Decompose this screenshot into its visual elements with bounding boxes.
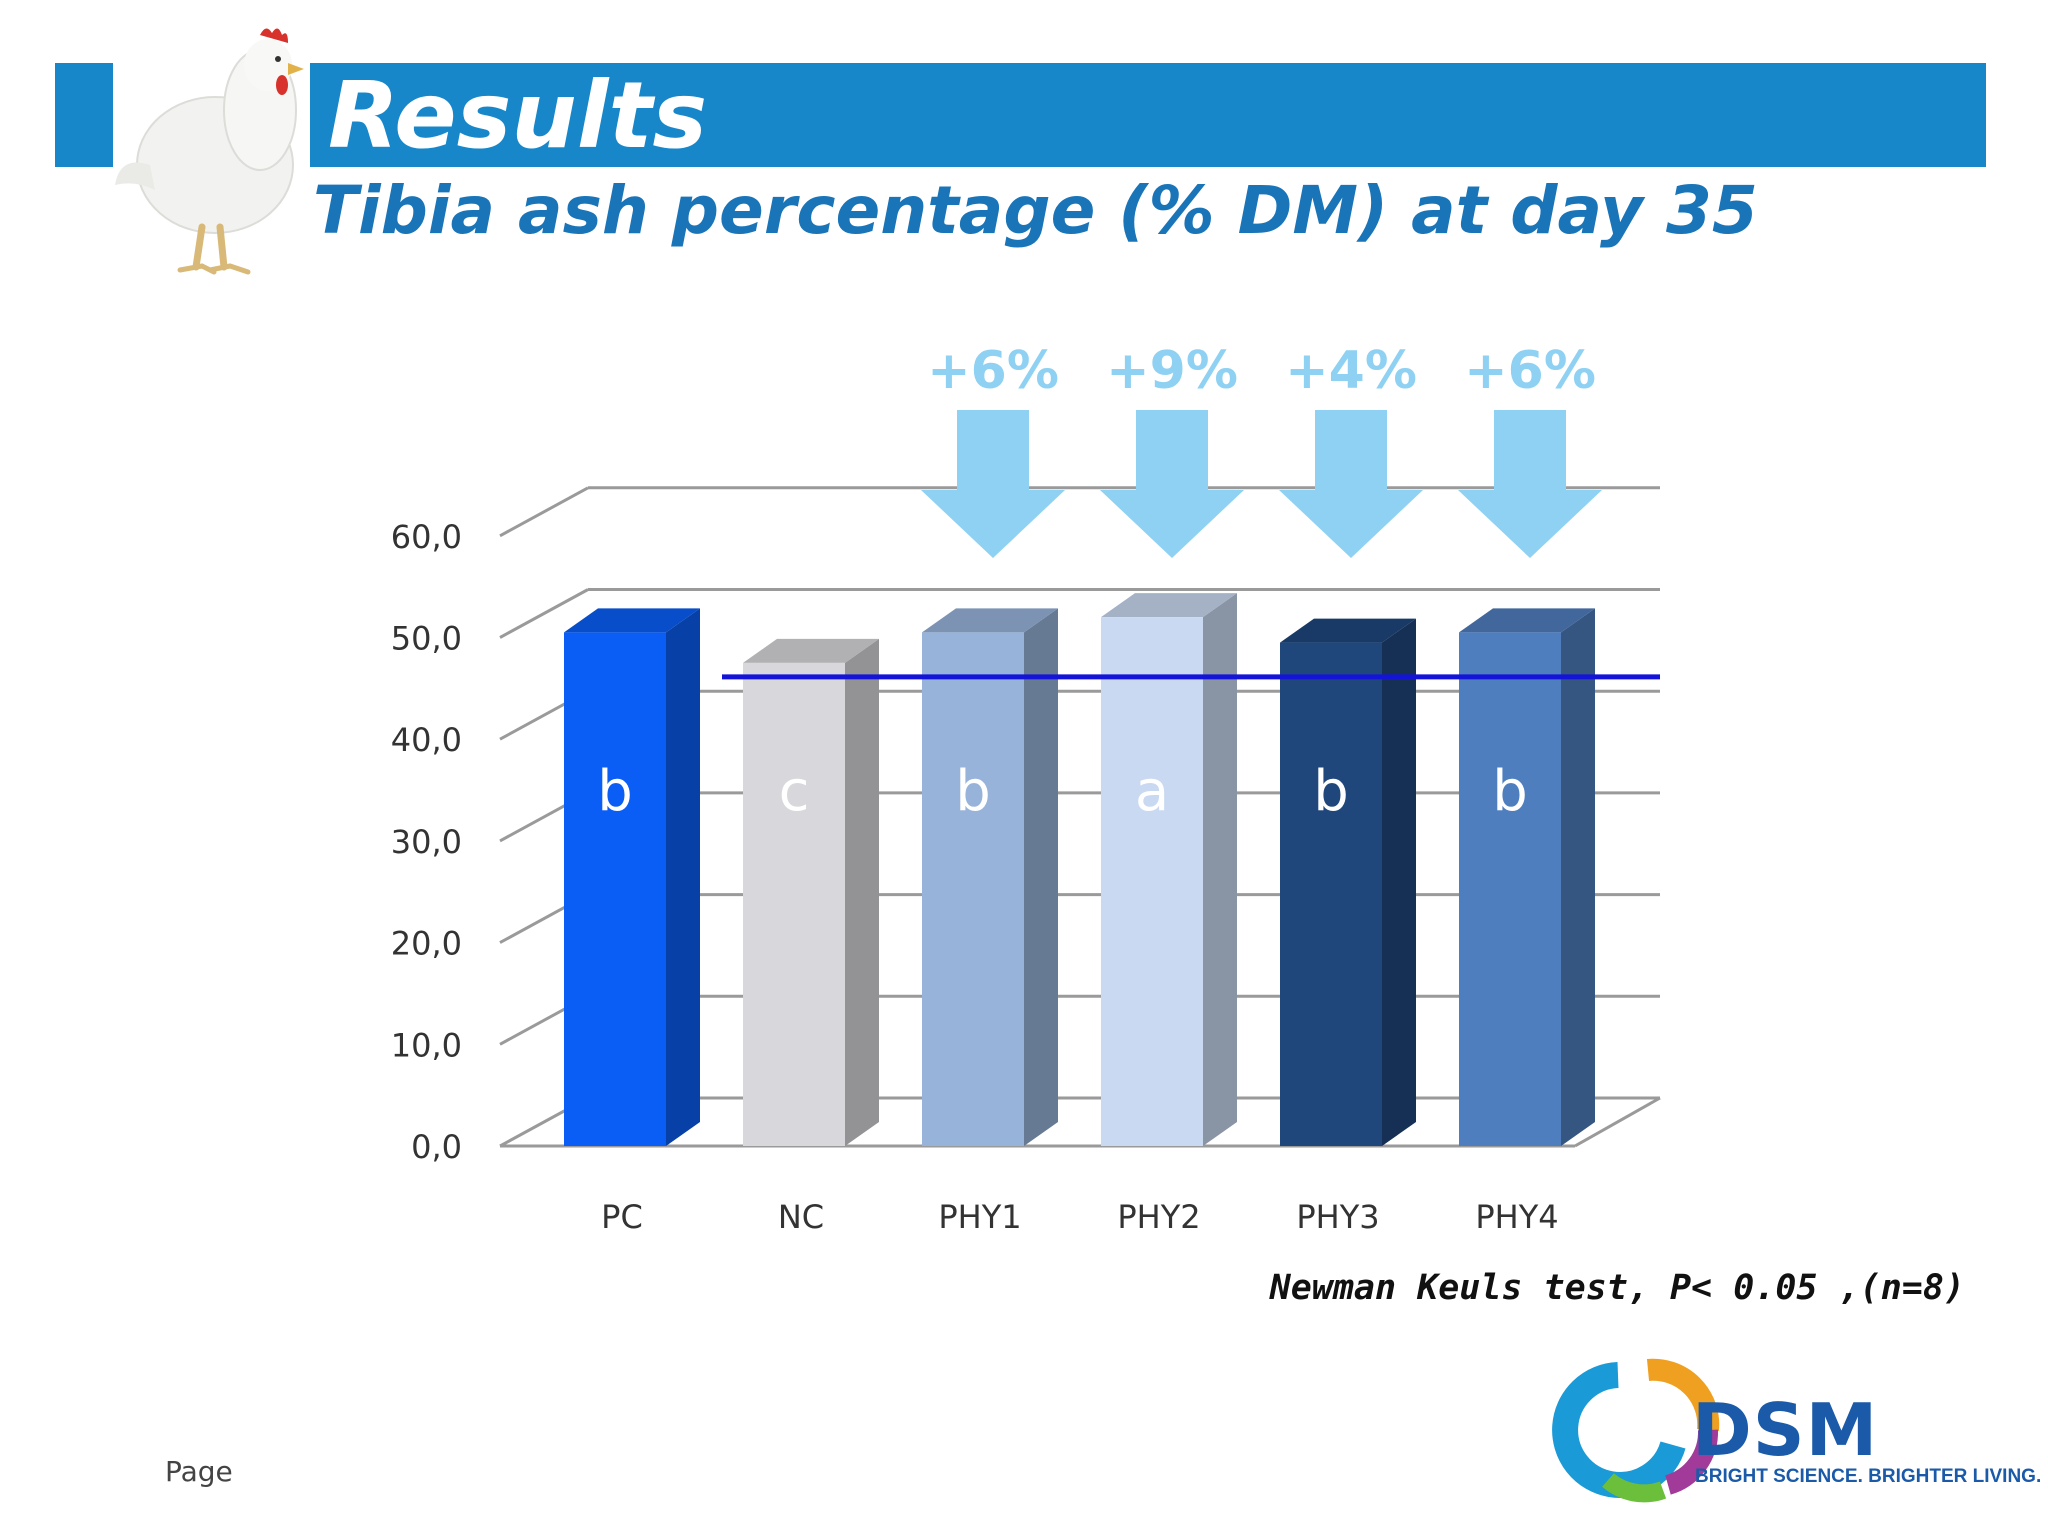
logo-name: DSM <box>1692 1388 1879 1472</box>
increase-label: +4% <box>1285 341 1417 401</box>
x-tick-labels: PC NC PHY1 PHY2 PHY3 PHY4 <box>601 1198 1558 1236</box>
bar-side <box>1561 608 1595 1146</box>
increase-label: +9% <box>1106 341 1238 401</box>
bar <box>922 632 1024 1146</box>
slide-title: Results <box>328 62 708 169</box>
header-bar <box>310 63 1986 167</box>
floor-side-edge <box>1574 1096 1661 1148</box>
header-left-block <box>55 63 113 167</box>
bar <box>564 632 666 1146</box>
x-tick-label: NC <box>778 1198 824 1236</box>
statistics-footnote: Newman Keuls test, P< 0.05 ,(n=8) <box>1269 1268 1965 1308</box>
bar-side <box>1024 608 1058 1146</box>
bar-side <box>666 608 700 1146</box>
bar-top <box>1280 618 1416 643</box>
bar <box>1280 642 1382 1146</box>
down-arrow <box>1458 410 1602 558</box>
page-label: Page <box>165 1455 233 1488</box>
y-tick-label: 40,0 <box>391 721 462 759</box>
x-tick-label: PHY2 <box>1117 1198 1200 1236</box>
y-tick-label: 30,0 <box>391 823 462 861</box>
x-tick-label: PHY3 <box>1296 1198 1379 1236</box>
down-arrow <box>921 410 1065 558</box>
dsm-logo-icon <box>1552 1358 1720 1503</box>
y-tick-label: 0,0 <box>411 1128 462 1166</box>
down-arrow <box>1279 410 1423 558</box>
bar-top <box>564 608 700 633</box>
increase-label: +6% <box>927 341 1059 401</box>
bar <box>1459 632 1561 1146</box>
y-tick-label: 10,0 <box>391 1026 462 1064</box>
slide-subtitle: Tibia ash percentage (% DM) at day 35 <box>313 172 1758 249</box>
bar-layer <box>564 593 1595 1146</box>
gridline-diagonal <box>499 486 589 538</box>
y-tick-labels: 0,0 10,0 20,0 30,0 40,0 50,0 60,0 <box>391 518 462 1166</box>
significance-letter: b <box>955 759 991 824</box>
significance-letter: a <box>1135 759 1169 824</box>
bar-top <box>743 638 879 663</box>
down-arrow <box>1100 410 1244 558</box>
bar <box>743 662 845 1146</box>
bar-top <box>1459 608 1595 633</box>
gridline-diagonal <box>499 588 589 639</box>
bar-side <box>1382 618 1416 1146</box>
y-tick-label: 20,0 <box>391 925 462 963</box>
bar-side <box>1203 593 1237 1146</box>
x-tick-label: PHY1 <box>938 1198 1021 1236</box>
x-tick-label: PC <box>601 1198 643 1236</box>
bar-top <box>1101 593 1237 618</box>
increase-arrows: +6% +9% +4% +6% <box>921 341 1602 558</box>
bar-top <box>922 608 1058 633</box>
significance-letter: c <box>779 759 810 824</box>
bar <box>1101 617 1203 1146</box>
significance-letter: b <box>1492 759 1528 824</box>
significance-letter: b <box>597 759 633 824</box>
y-tick-label: 60,0 <box>391 518 462 556</box>
x-tick-label: PHY4 <box>1475 1198 1558 1236</box>
increase-label: +6% <box>1464 341 1596 401</box>
significance-letter: b <box>1313 759 1349 824</box>
bar-side <box>845 638 879 1146</box>
y-tick-label: 50,0 <box>391 620 462 658</box>
logo-tagline: BRIGHT SCIENCE. BRIGHTER LIVING. <box>1695 1466 2042 1487</box>
chicken-image <box>115 28 304 275</box>
